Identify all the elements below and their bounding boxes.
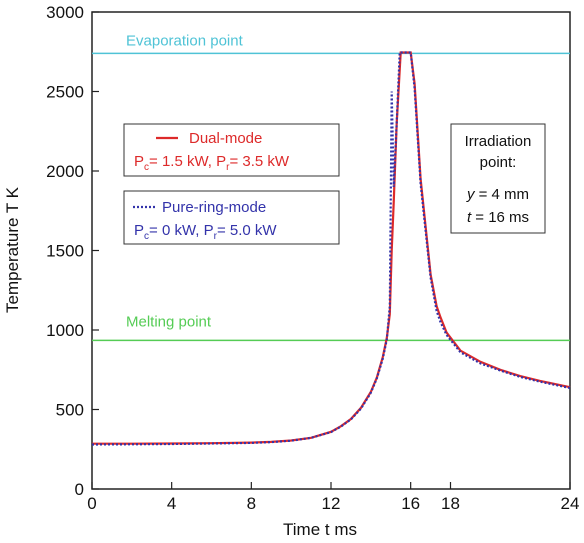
x-tick-label: 0 bbox=[87, 494, 96, 513]
irradiation-note: Irradiation point: y = 4 mm t = 16 ms bbox=[450, 123, 546, 234]
legend-ring-name: Pure-ring-mode bbox=[162, 199, 266, 216]
y-tick-label: 0 bbox=[75, 480, 84, 499]
x-tick-label: 4 bbox=[167, 494, 176, 513]
x-axis-title: Time t ms bbox=[283, 520, 357, 539]
y-axis-title: Temperature T K bbox=[3, 186, 22, 313]
legend-pure-ring-mode: Pure-ring-mode Pc= 0 kW, Pr= 5.0 kW bbox=[123, 190, 340, 245]
y-tick-label: 1000 bbox=[46, 321, 84, 340]
x-tick-label: 8 bbox=[247, 494, 256, 513]
note-line-3: y = 4 mm bbox=[466, 186, 529, 203]
x-tick-label: 12 bbox=[322, 494, 341, 513]
plot-frame bbox=[91, 11, 571, 490]
y-tick-label: 3000 bbox=[46, 3, 84, 22]
legend-ring-condition: Pc= 0 kW, Pr= 5.0 kW bbox=[134, 222, 277, 242]
x-tick-label: 16 bbox=[401, 494, 420, 513]
y-tick-label: 500 bbox=[56, 401, 84, 420]
legend-dual-condition: Pc= 1.5 kW, Pr= 3.5 kW bbox=[134, 153, 290, 173]
legend-dual-mode: Dual-mode Pc= 1.5 kW, Pr= 3.5 kW bbox=[123, 123, 340, 177]
series-pure-ring-mode-line bbox=[91, 51, 571, 446]
y-tick-label: 1500 bbox=[46, 242, 84, 261]
melting-label: Melting point bbox=[126, 313, 212, 330]
x-tick-label: 24 bbox=[561, 494, 580, 513]
note-line-1: Irradiation bbox=[465, 133, 532, 150]
note-line-4: t = 16 ms bbox=[467, 209, 529, 226]
y-tick-label: 2000 bbox=[46, 162, 84, 181]
axis-ticks: 0 4 8 12 16 18 24 0 500 1000 1500 2000 2500 3000 bbox=[46, 3, 579, 513]
x-tick-label: 18 bbox=[441, 494, 460, 513]
note-line-2: point: bbox=[480, 154, 517, 171]
legend-dual-name: Dual-mode bbox=[189, 130, 262, 147]
evaporation-label: Evaporation point bbox=[126, 32, 244, 49]
series-dual-mode-line bbox=[92, 51, 571, 445]
y-tick-label: 2500 bbox=[46, 83, 84, 102]
